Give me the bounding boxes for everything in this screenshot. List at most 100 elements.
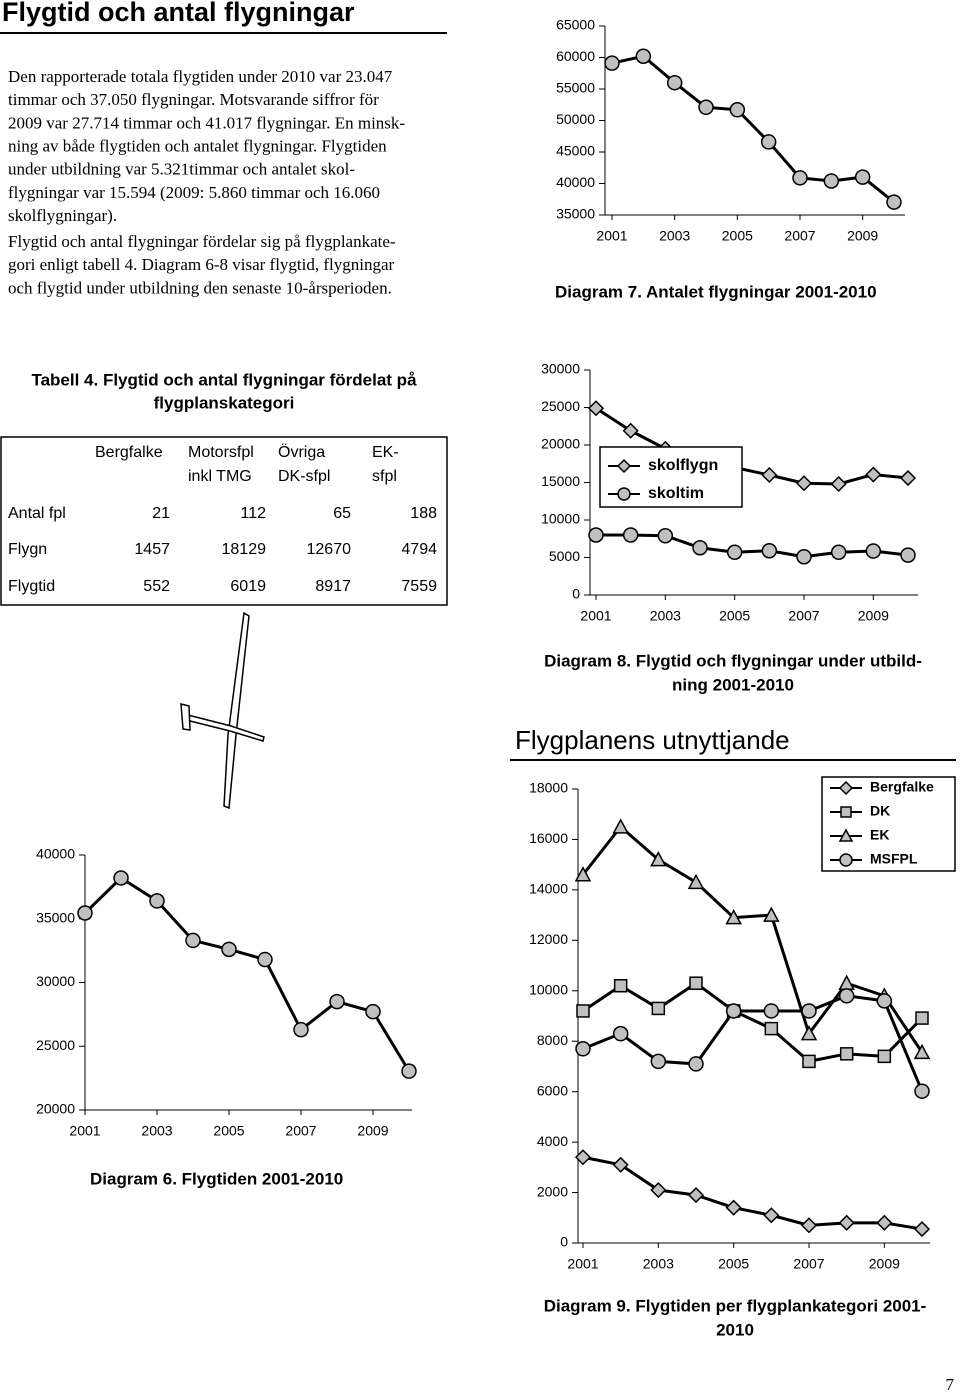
- marker-circle: [854, 169, 871, 185]
- y-tick-label: 2000: [537, 1183, 568, 1199]
- marker-circle: [604, 55, 620, 71]
- y-tick-label: 25000: [541, 398, 580, 414]
- marker-circle: [617, 487, 631, 501]
- chart-title: Diagram 9. Flygtiden per flygplankategor…: [544, 1296, 927, 1315]
- marker-circle: [801, 1003, 817, 1019]
- series-line: [582, 994, 924, 1092]
- marker-triangle: [763, 906, 780, 922]
- y-tick-label: 20000: [36, 1101, 75, 1117]
- marker-circle: [692, 540, 708, 556]
- marker-circle: [622, 527, 639, 543]
- marker-diamond: [876, 1214, 893, 1231]
- y-tick-label: 0: [560, 1234, 568, 1250]
- paragraph-line: flygningar var 15.594 (2009: 5.860 timma…: [8, 183, 380, 202]
- x-tick-label: 2009: [847, 228, 878, 244]
- marker-circle: [588, 527, 604, 543]
- glider-fuselage: [182, 712, 265, 742]
- y-tick-label: 0: [572, 586, 580, 602]
- table-cell: 18129: [222, 541, 267, 558]
- marker-circle: [839, 853, 853, 867]
- marker-circle: [830, 544, 847, 560]
- marker-circle: [257, 951, 273, 968]
- paragraph-line: timmar och 37.050 flygningar. Motsvarand…: [8, 90, 379, 109]
- chart-title: ning 2001-2010: [672, 675, 794, 694]
- y-tick-label: 18000: [529, 780, 568, 796]
- legend-label: skoltim: [648, 485, 704, 502]
- glider-wing: [223, 611, 250, 810]
- paragraph-line: ning av både flygtiden och antalet flygn…: [8, 137, 387, 156]
- page-number: 7: [946, 1375, 955, 1394]
- marker-diamond: [830, 475, 847, 493]
- marker-circle: [666, 74, 683, 91]
- marker-circle: [763, 1003, 780, 1019]
- marker-triangle: [687, 873, 705, 890]
- y-tick-label: 25000: [36, 1037, 75, 1053]
- y-tick-label: 10000: [529, 981, 568, 997]
- marker-square: [613, 978, 628, 993]
- marker-diamond: [763, 1207, 780, 1224]
- marker-diamond: [725, 1199, 742, 1216]
- marker-diamond: [612, 1156, 629, 1173]
- table-cell: 7559: [401, 578, 437, 595]
- marker-circle: [698, 99, 714, 116]
- series-line: [83, 876, 411, 1072]
- series-line: [595, 406, 909, 486]
- y-tick-label: 5000: [549, 548, 580, 564]
- marker-triangle: [838, 828, 854, 842]
- y-tick-label: 6000: [537, 1082, 568, 1098]
- marker-circle: [876, 993, 893, 1009]
- table-caption: Tabell 4. Flygtid och antal flygningar f…: [31, 370, 417, 389]
- legend-label: MSFPL: [870, 851, 918, 867]
- legend-label: Bergfalke: [870, 779, 934, 795]
- glider-illustration: [180, 611, 265, 810]
- marker-circle: [293, 1021, 309, 1038]
- marker-circle: [725, 1003, 742, 1019]
- table-row-label: Flygn: [8, 541, 47, 558]
- marker-square: [877, 1049, 892, 1064]
- y-tick-label: 45000: [556, 143, 595, 159]
- marker-diamond: [574, 1149, 592, 1166]
- marker-diamond: [795, 475, 813, 492]
- marker-circle: [401, 1063, 417, 1079]
- marker-triangle: [838, 974, 855, 990]
- marker-circle: [886, 194, 902, 210]
- series-line: [582, 981, 924, 1064]
- x-tick-label: 2003: [141, 1123, 172, 1139]
- table-cell: 8917: [315, 578, 351, 595]
- marker-diamond: [899, 469, 917, 487]
- x-tick-label: 2003: [643, 1256, 674, 1272]
- y-tick-label: 12000: [529, 931, 568, 947]
- marker-diamond: [650, 1181, 667, 1199]
- y-tick-label: 35000: [556, 206, 595, 222]
- marker-square: [764, 1021, 779, 1036]
- marker-circle: [77, 905, 93, 921]
- marker-circle: [635, 48, 652, 64]
- marker-triangle: [612, 818, 629, 834]
- chart-title: Diagram 6. Flygtiden 2001-2010: [90, 1169, 343, 1188]
- paragraph-line: och flygtid under utbildning den senaste…: [8, 278, 392, 297]
- marker-diamond: [616, 458, 632, 474]
- marker-square: [839, 1047, 854, 1061]
- legend-label: skolflygn: [648, 457, 718, 474]
- marker-circle: [729, 102, 746, 118]
- table-cell: 1457: [134, 541, 170, 558]
- x-tick-label: 2001: [69, 1123, 100, 1139]
- marker-circle: [221, 941, 237, 958]
- y-tick-label: 55000: [556, 80, 595, 96]
- y-tick-label: 14000: [529, 881, 568, 897]
- marker-circle: [760, 134, 777, 150]
- series-line: [581, 824, 924, 1054]
- y-tick-label: 16000: [529, 830, 568, 846]
- table-header: DK-sfpl: [278, 468, 330, 485]
- y-tick-label: 15000: [541, 473, 580, 489]
- paragraph-line: 2009 var 27.714 timmar och 41.017 flygni…: [8, 113, 405, 132]
- y-tick-label: 65000: [556, 17, 595, 33]
- paragraph-line: under utbildning var 5.321timmar och ant…: [8, 160, 355, 179]
- marker-circle: [113, 870, 129, 886]
- series-line: [596, 533, 909, 559]
- y-tick-label: 10000: [541, 511, 580, 527]
- x-tick-label: 2009: [858, 608, 889, 624]
- marker-circle: [575, 1041, 591, 1057]
